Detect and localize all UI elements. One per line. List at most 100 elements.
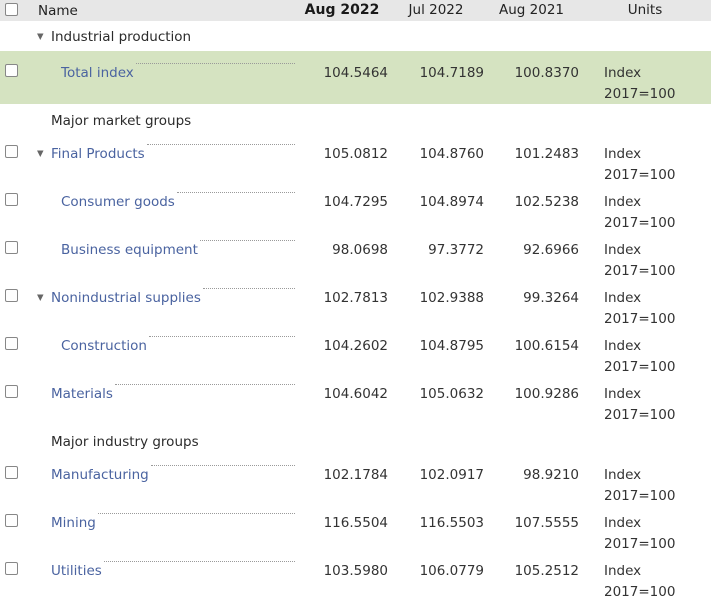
value-jul-2022: 104.7189 — [419, 65, 484, 81]
value-aug-2021: 92.6966 — [523, 242, 579, 258]
table-row: ▼ Final Products 105.0812 104.8760 101.2… — [0, 137, 711, 185]
row-checkbox[interactable] — [5, 145, 18, 158]
table-row: Consumer goods 104.7295 104.8974 102.523… — [0, 185, 711, 233]
units-cell: Index 2017=100 — [579, 240, 711, 281]
units-line-1: Index — [604, 146, 642, 162]
table-row: Mining 116.5504 116.5503 107.5555 Index … — [0, 506, 711, 554]
dotted-leader — [114, 384, 295, 385]
units-line-1: Index — [604, 194, 642, 210]
value-aug-2022: 98.0698 — [332, 242, 388, 258]
units-line-2: 2017=100 — [604, 407, 676, 423]
dotted-leader — [103, 561, 295, 562]
units-line-2: 2017=100 — [604, 584, 676, 600]
series-link[interactable]: Mining — [51, 515, 96, 531]
series-link[interactable]: Consumer goods — [61, 194, 175, 210]
row-checkbox[interactable] — [5, 562, 18, 575]
series-link[interactable]: Business equipment — [61, 242, 198, 258]
units-line-2: 2017=100 — [604, 167, 676, 183]
checkbox-spacer — [0, 432, 30, 453]
row-checkbox[interactable] — [5, 289, 18, 302]
value-jul-2022: 97.3772 — [428, 242, 484, 258]
section-label: Major industry groups — [51, 434, 199, 450]
units-line-2: 2017=100 — [604, 215, 676, 231]
units-line-1: Index — [604, 290, 642, 306]
value-jul-2022: 102.0917 — [419, 467, 484, 483]
dotted-leader — [97, 513, 295, 514]
units-line-2: 2017=100 — [604, 536, 676, 552]
checkbox-cell — [0, 240, 30, 281]
value-aug-2022: 105.0812 — [323, 146, 388, 162]
units-cell: Index 2017=100 — [579, 465, 711, 506]
value-aug-2022: 116.5504 — [323, 515, 388, 531]
series-link[interactable]: Utilities — [51, 563, 102, 579]
units-cell: Index 2017=100 — [579, 561, 711, 602]
units-cell: Index 2017=100 — [579, 384, 711, 425]
units-cell: Index 2017=100 — [579, 63, 711, 104]
series-link[interactable]: Manufacturing — [51, 467, 149, 483]
checkbox-spacer — [0, 111, 30, 132]
value-aug-2022: 102.7813 — [323, 290, 388, 306]
column-header-name: Name — [38, 2, 78, 19]
column-header-aug-2022: Aug 2022 — [304, 2, 380, 18]
dotted-leader — [150, 465, 295, 466]
units-line-2: 2017=100 — [604, 488, 676, 504]
series-link[interactable]: Total index — [61, 65, 134, 81]
value-aug-2021: 98.9210 — [523, 467, 579, 483]
row-checkbox[interactable] — [5, 385, 18, 398]
column-header-units: Units — [627, 2, 663, 18]
value-aug-2021: 107.5555 — [514, 515, 579, 531]
table-row: Construction 104.2602 104.8795 100.6154 … — [0, 329, 711, 377]
units-cell: Index 2017=100 — [579, 192, 711, 233]
value-aug-2022: 102.1784 — [323, 467, 388, 483]
value-jul-2022: 106.0779 — [419, 563, 484, 579]
units-line-1: Index — [604, 386, 642, 402]
value-aug-2021: 100.6154 — [514, 338, 579, 354]
row-checkbox[interactable] — [5, 514, 18, 527]
row-checkbox[interactable] — [5, 337, 18, 350]
units-line-1: Index — [604, 467, 642, 483]
group-row: ▼ Industrial production — [0, 21, 711, 51]
row-checkbox[interactable] — [5, 64, 18, 77]
select-all-checkbox[interactable] — [5, 2, 18, 16]
row-checkbox[interactable] — [5, 241, 18, 254]
units-cell: Index 2017=100 — [579, 144, 711, 185]
series-link[interactable]: Construction — [61, 338, 147, 354]
value-jul-2022: 104.8974 — [419, 194, 484, 210]
dotted-leader — [135, 63, 295, 64]
column-header-jul-2022: Jul 2022 — [408, 2, 464, 18]
value-aug-2022: 103.5980 — [323, 563, 388, 579]
value-jul-2022: 105.0632 — [419, 386, 484, 402]
units-line-1: Index — [604, 65, 642, 81]
table-row: Total index 104.5464 104.7189 100.8370 I… — [0, 51, 711, 104]
table-header-row: Name Aug 2022 Jul 2022 Aug 2021 Units — [0, 0, 711, 21]
value-aug-2021: 100.8370 — [514, 65, 579, 81]
value-aug-2022: 104.2602 — [323, 338, 388, 354]
dotted-leader — [148, 336, 295, 337]
section-row: Major industry groups — [0, 425, 711, 458]
units-cell: Index 2017=100 — [579, 288, 711, 329]
value-aug-2021: 105.2512 — [514, 563, 579, 579]
series-link[interactable]: Materials — [51, 386, 113, 402]
units-line-2: 2017=100 — [604, 311, 676, 327]
units-cell: Index 2017=100 — [579, 513, 711, 554]
checkbox-spacer — [0, 27, 30, 48]
table-row: Materials 104.6042 105.0632 100.9286 Ind… — [0, 377, 711, 425]
series-link[interactable]: Final Products — [51, 146, 145, 162]
checkbox-cell — [0, 288, 30, 329]
table-row: Manufacturing 102.1784 102.0917 98.9210 … — [0, 458, 711, 506]
value-jul-2022: 104.8795 — [419, 338, 484, 354]
value-aug-2022: 104.7295 — [323, 194, 388, 210]
checkbox-cell — [0, 465, 30, 506]
column-header-aug-2021: Aug 2021 — [498, 2, 564, 18]
collapse-toggle-icon[interactable]: ▼ — [37, 149, 44, 159]
units-cell: Index 2017=100 — [579, 336, 711, 377]
series-link[interactable]: Nonindustrial supplies — [51, 290, 201, 306]
row-checkbox[interactable] — [5, 193, 18, 206]
row-checkbox[interactable] — [5, 466, 18, 479]
collapse-toggle-icon[interactable]: ▼ — [37, 293, 44, 303]
dotted-leader — [176, 192, 295, 193]
table-row: Business equipment 98.0698 97.3772 92.69… — [0, 233, 711, 281]
checkbox-cell — [0, 192, 30, 233]
collapse-toggle-icon[interactable]: ▼ — [37, 32, 44, 42]
